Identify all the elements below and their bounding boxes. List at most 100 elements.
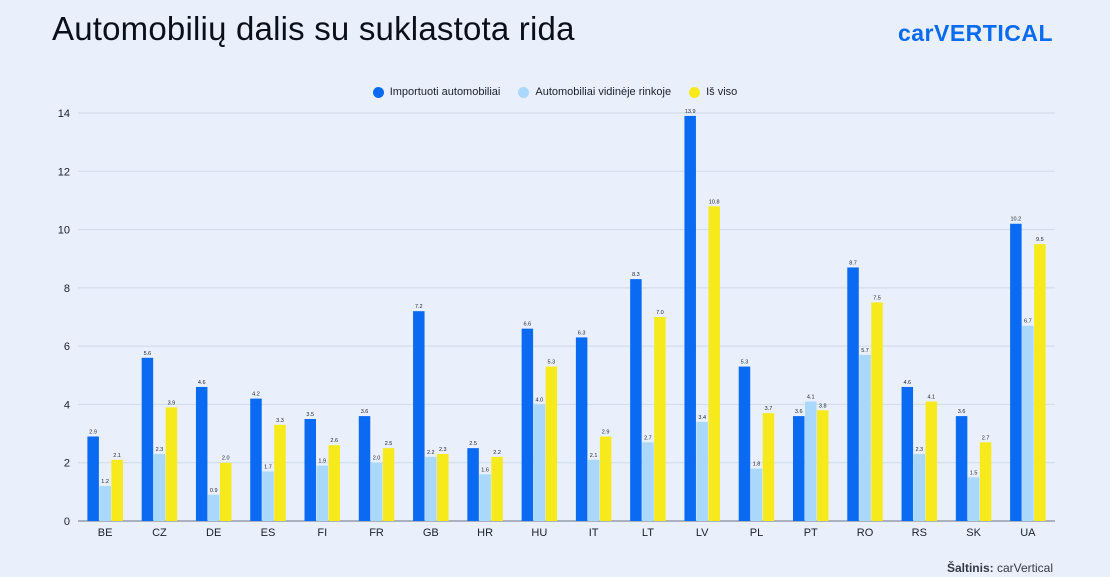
data-label: 3.7 (765, 406, 773, 412)
bar (467, 448, 479, 521)
bar (437, 453, 449, 521)
bar (925, 401, 938, 521)
bar (153, 453, 166, 521)
source-value: carVertical (996, 561, 1053, 575)
legend-item: Importuoti automobiliai (372, 86, 500, 98)
bar (599, 436, 612, 521)
x-tick-label: BE (98, 527, 113, 539)
x-tick-label: RO (857, 527, 874, 539)
bar (521, 328, 534, 521)
data-label: 2.0 (373, 456, 381, 462)
data-label: 2.3 (156, 447, 164, 453)
data-label: 2.6 (330, 438, 338, 444)
data-label: 1.6 (481, 467, 489, 473)
bar (370, 462, 383, 521)
bar (762, 413, 775, 521)
data-label: 5.3 (741, 360, 749, 366)
bar (967, 477, 980, 521)
legend-label: Automobiliai vidinėje rinkoje (535, 86, 672, 98)
x-tick-label: LV (696, 527, 709, 539)
bar (630, 279, 642, 521)
bar (955, 416, 968, 521)
bar (1022, 325, 1034, 521)
data-label: 5.7 (861, 348, 869, 354)
data-label: 2.5 (469, 441, 477, 447)
bar (979, 442, 992, 521)
data-label: 4.2 (252, 392, 260, 398)
chart-title: Automobilių dalis su suklastota rida (52, 10, 575, 47)
data-label: 9.5 (1036, 237, 1044, 243)
data-label: 2.3 (915, 447, 923, 453)
bar (111, 459, 123, 521)
x-tick-label: LT (642, 527, 654, 539)
y-tick-label: 0 (64, 516, 70, 528)
x-tick-label: HU (531, 527, 547, 539)
bar (859, 354, 871, 521)
data-label: 2.9 (89, 429, 97, 435)
x-tick-label: SK (966, 527, 981, 539)
x-tick-label: DE (206, 527, 221, 539)
y-tick-label: 14 (58, 108, 70, 120)
bar (805, 401, 817, 521)
legend-item: Iš viso (689, 86, 737, 98)
x-tick-label: PL (750, 527, 763, 539)
chart-legend: Importuoti automobiliai Automobiliai vidi… (0, 86, 1110, 98)
data-label: 10.2 (1011, 217, 1022, 223)
x-tick-label: PT (804, 527, 818, 539)
x-tick-label: FR (369, 527, 384, 539)
x-tick-label: IT (589, 527, 599, 539)
legend-swatch (689, 86, 701, 98)
bar (413, 311, 425, 521)
data-label: 6.3 (578, 330, 586, 336)
data-label: 3.3 (276, 418, 284, 424)
data-label: 6.6 (524, 322, 532, 328)
bar (696, 421, 708, 521)
bar (1010, 223, 1022, 521)
x-tick-label: HR (477, 527, 493, 539)
bar (141, 357, 154, 521)
bar (328, 445, 340, 521)
bar (847, 267, 859, 521)
bar (316, 465, 328, 521)
data-label: 2.7 (982, 435, 990, 441)
bar (165, 407, 178, 521)
bar (654, 317, 666, 521)
bar (274, 424, 286, 521)
data-label: 8.3 (632, 272, 640, 278)
bar (533, 404, 546, 521)
data-label: 0.9 (210, 488, 218, 494)
bar (545, 366, 558, 521)
data-label: 3.4 (698, 415, 706, 421)
data-label: 7.2 (415, 304, 423, 310)
bar (99, 486, 111, 521)
bar (491, 456, 503, 521)
bar (207, 494, 220, 521)
data-label: 7.5 (873, 295, 881, 301)
source-label: Šaltinis: (946, 561, 994, 575)
data-label: 7.0 (656, 310, 664, 316)
bar (479, 474, 491, 521)
data-label: 13.9 (685, 109, 696, 115)
data-label: 2.1 (590, 453, 598, 459)
bar (382, 448, 395, 521)
bar (219, 462, 232, 521)
bar (871, 302, 883, 521)
data-label: 2.3 (439, 447, 447, 453)
data-label: 1.9 (318, 459, 326, 465)
data-label: 1.2 (101, 479, 109, 485)
data-label: 4.1 (927, 395, 935, 401)
bar (304, 419, 316, 521)
legend-swatch (372, 86, 384, 98)
data-label: 4.0 (536, 397, 544, 403)
data-label: 3.6 (795, 409, 803, 415)
bar (87, 436, 99, 521)
bar (587, 459, 600, 521)
bar (684, 115, 696, 522)
data-label: 4.6 (903, 380, 911, 386)
data-label: 3.9 (168, 400, 176, 406)
source-note: Šaltinis: carVertical (947, 561, 1053, 575)
bar (750, 468, 763, 521)
data-label: 6.7 (1024, 319, 1032, 325)
data-label: 5.6 (144, 351, 152, 357)
y-tick-label: 12 (58, 166, 70, 178)
